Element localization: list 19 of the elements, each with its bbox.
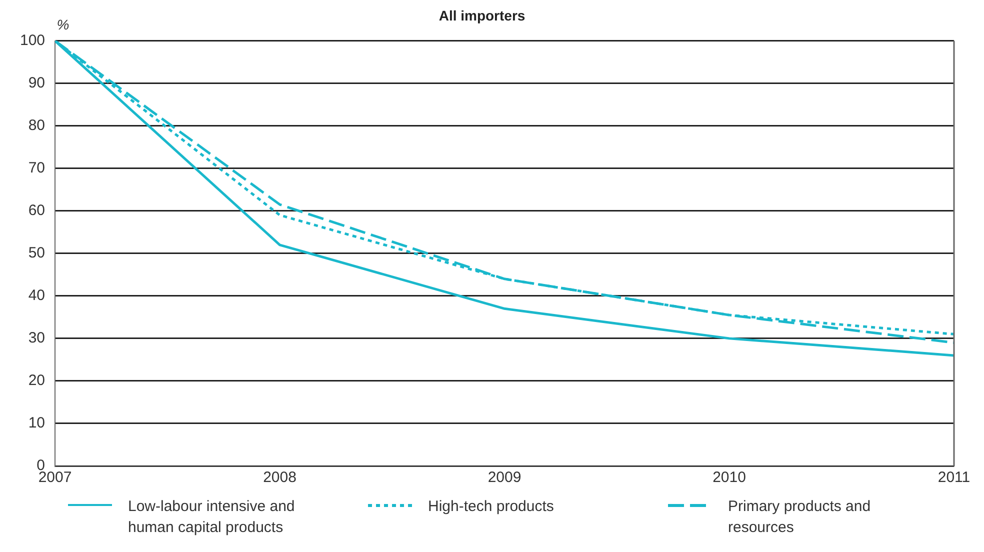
- x-tick-label: 2008: [263, 469, 296, 486]
- legend-label: High-tech products: [428, 497, 555, 517]
- legend-label: Low-labour intensive and human capital products: [128, 497, 296, 538]
- chart-title: All importers: [438, 7, 526, 24]
- x-tick-label: 2011: [938, 469, 970, 486]
- y-tick-label: 90: [28, 74, 46, 92]
- y-tick-label: 60: [28, 202, 46, 220]
- y-tick-label: 20: [28, 372, 46, 390]
- y-tick-label: 30: [28, 330, 46, 347]
- y-tick-label: 40: [28, 287, 46, 304]
- y-tick-label: 10: [28, 414, 46, 432]
- y-axis-title: %: [56, 16, 70, 33]
- y-tick-label: 50: [28, 244, 46, 262]
- x-tick-label: 2009: [488, 469, 522, 486]
- legend-label: Primary products and resources: [728, 497, 872, 538]
- y-tick-label: 80: [28, 116, 46, 134]
- x-tick-label: 2010: [712, 469, 746, 486]
- y-tick-label: 100: [20, 32, 46, 49]
- y-tick-label: 70: [28, 160, 46, 176]
